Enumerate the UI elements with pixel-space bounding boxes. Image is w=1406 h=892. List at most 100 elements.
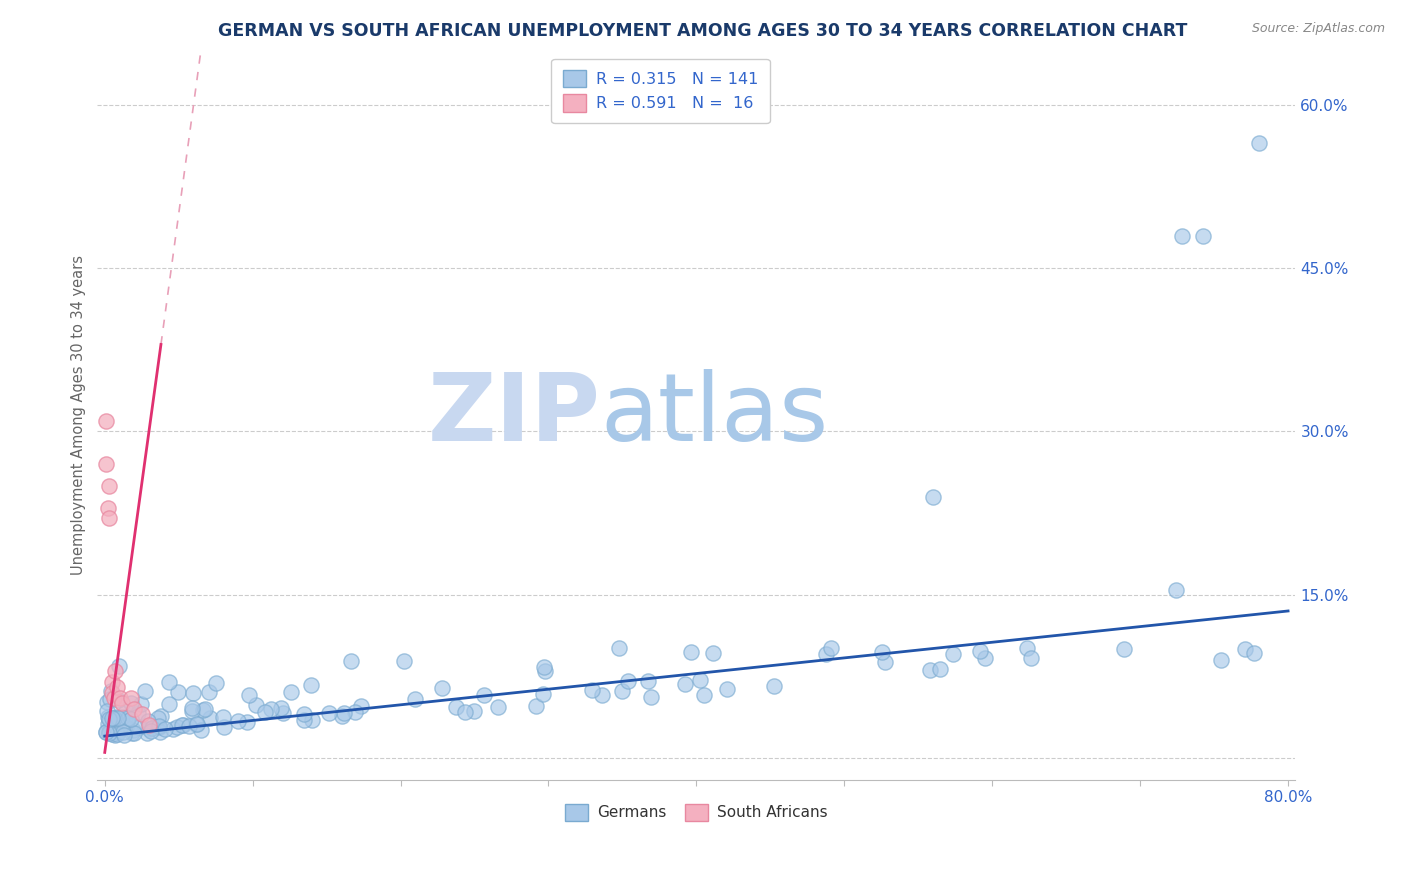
- Point: [1017, 640, 1039, 655]
- Point: [96, 724, 118, 739]
- Point: [103, 712, 125, 726]
- Point: [194, 702, 217, 716]
- Point: [617, 673, 640, 688]
- Point: [920, 663, 942, 677]
- Point: [127, 706, 149, 720]
- Point: [162, 722, 184, 736]
- Point: [96, 457, 118, 471]
- Point: [472, 689, 495, 703]
- Point: [270, 700, 292, 714]
- Point: [148, 718, 170, 732]
- Point: [198, 685, 221, 699]
- Point: [129, 698, 152, 712]
- Point: [98, 726, 121, 740]
- Point: [97, 724, 120, 739]
- Point: [318, 706, 340, 721]
- Point: [531, 687, 554, 701]
- Point: [107, 711, 129, 725]
- Point: [131, 707, 153, 722]
- Point: [104, 664, 127, 678]
- Point: [103, 711, 125, 725]
- Point: [212, 720, 235, 734]
- Point: [820, 641, 842, 656]
- Point: [1243, 646, 1265, 660]
- Point: [148, 720, 170, 734]
- Point: [97, 500, 120, 515]
- Point: [177, 718, 200, 732]
- Point: [101, 674, 124, 689]
- Point: [136, 725, 159, 739]
- Point: [149, 709, 172, 723]
- Point: [105, 710, 128, 724]
- Point: [166, 720, 188, 734]
- Point: [172, 718, 194, 732]
- Point: [97, 710, 120, 724]
- Point: [1112, 641, 1135, 656]
- Point: [107, 724, 129, 739]
- Point: [184, 716, 207, 731]
- Point: [96, 724, 118, 739]
- Point: [108, 691, 131, 706]
- Point: [100, 683, 122, 698]
- Text: ZIP: ZIP: [427, 369, 600, 461]
- Point: [96, 695, 118, 709]
- Point: [146, 711, 169, 725]
- Point: [114, 715, 136, 730]
- Point: [104, 728, 127, 742]
- Point: [120, 691, 142, 706]
- Point: [330, 708, 353, 723]
- Point: [149, 725, 172, 739]
- Point: [692, 688, 714, 702]
- Point: [689, 673, 711, 688]
- Point: [271, 706, 294, 720]
- Point: [96, 704, 118, 718]
- Point: [238, 689, 260, 703]
- Point: [524, 698, 547, 713]
- Point: [104, 716, 127, 731]
- Point: [101, 711, 124, 725]
- Point: [112, 728, 135, 742]
- Point: [170, 717, 193, 731]
- Point: [581, 682, 603, 697]
- Point: [120, 712, 142, 726]
- Point: [128, 720, 150, 734]
- Point: [205, 675, 228, 690]
- Point: [134, 684, 156, 698]
- Point: [640, 690, 662, 704]
- Text: GERMAN VS SOUTH AFRICAN UNEMPLOYMENT AMONG AGES 30 TO 34 YEARS CORRELATION CHART: GERMAN VS SOUTH AFRICAN UNEMPLOYMENT AMO…: [218, 22, 1188, 40]
- Point: [486, 699, 509, 714]
- Point: [181, 701, 204, 715]
- Text: Source: ZipAtlas.com: Source: ZipAtlas.com: [1251, 22, 1385, 36]
- Point: [191, 703, 214, 717]
- Point: [444, 700, 467, 714]
- Point: [124, 702, 146, 716]
- Point: [104, 713, 127, 727]
- Point: [350, 699, 373, 714]
- Point: [105, 680, 128, 694]
- Point: [292, 713, 315, 727]
- Point: [1166, 582, 1188, 597]
- Point: [236, 714, 259, 729]
- Point: [610, 683, 633, 698]
- Point: [105, 727, 128, 741]
- Point: [139, 724, 162, 739]
- Point: [98, 691, 121, 706]
- Point: [105, 723, 128, 738]
- Point: [121, 725, 143, 739]
- Point: [1209, 653, 1232, 667]
- Point: [1171, 228, 1194, 243]
- Point: [591, 688, 613, 702]
- Point: [112, 725, 135, 739]
- Point: [432, 681, 454, 695]
- Point: [942, 647, 965, 661]
- Point: [98, 511, 121, 525]
- Point: [101, 685, 124, 699]
- Point: [138, 718, 160, 732]
- Point: [245, 698, 267, 712]
- Point: [534, 664, 557, 678]
- Point: [200, 711, 222, 725]
- Point: [115, 720, 138, 734]
- Point: [340, 654, 363, 668]
- Point: [929, 662, 952, 676]
- Point: [762, 679, 785, 693]
